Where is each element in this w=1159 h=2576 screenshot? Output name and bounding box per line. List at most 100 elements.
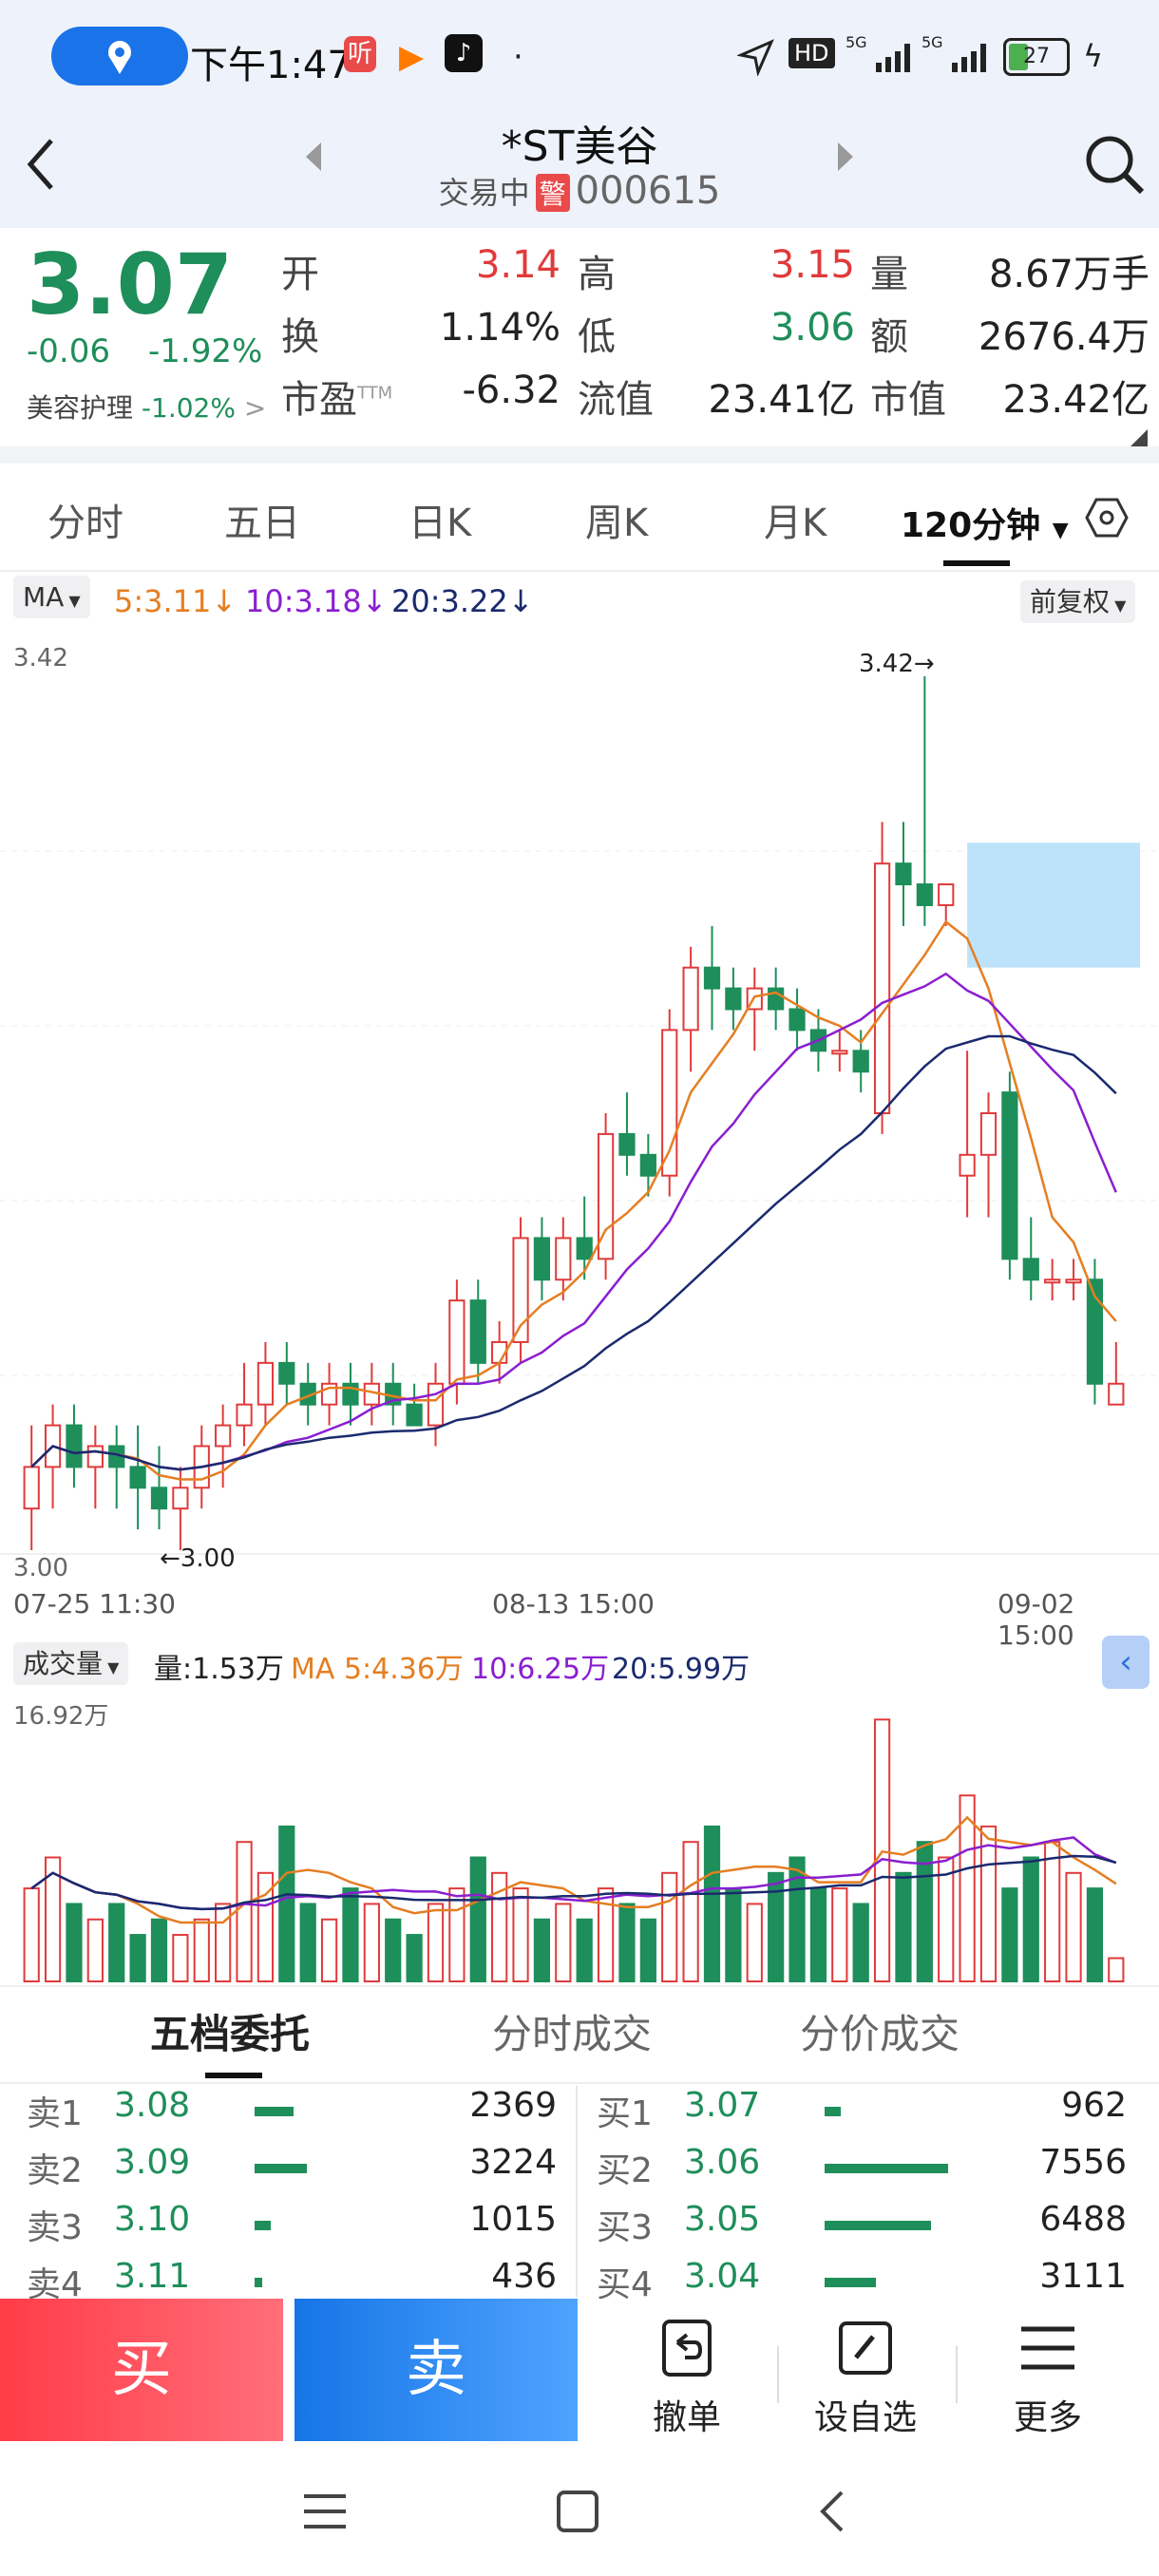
volume-bar: [1065, 1871, 1082, 1982]
ask-row[interactable]: 卖2 3.09 3224: [27, 2143, 578, 2200]
buy-button[interactable]: 买: [0, 2299, 283, 2441]
candle-body: [682, 966, 699, 1032]
candle-body: [916, 883, 933, 906]
candle-body: [427, 1382, 445, 1427]
volume-bar: [342, 1887, 359, 1982]
volume-bar: [448, 1887, 466, 1982]
trading-status: 交易中: [438, 175, 530, 211]
cancel-order-button[interactable]: 撤单: [616, 2318, 758, 2439]
battery-icon: 27: [1003, 38, 1070, 76]
date-label-end: 09-02 15:00: [998, 1588, 1075, 1651]
volume-bar: [725, 1887, 742, 1982]
float-cap-label: 流值: [578, 378, 654, 422]
price-change-pct: -1.92%: [148, 332, 263, 370]
expand-corner-icon[interactable]: [1130, 429, 1148, 450]
search-button[interactable]: [1081, 131, 1148, 201]
candle-body: [66, 1424, 83, 1468]
down-arrow-icon: ↓: [507, 583, 534, 619]
adjustment-select[interactable]: 前复权 ▼: [1020, 580, 1136, 623]
hexagon-settings-icon: [1085, 498, 1129, 538]
volume-bar: [1022, 1856, 1039, 1982]
volume-bar: [661, 1871, 678, 1982]
ask-row[interactable]: 卖3 3.10 1015: [27, 2200, 578, 2257]
tab-daily-k[interactable]: 日K: [408, 502, 472, 545]
level-label: 买4: [597, 2265, 653, 2304]
level-volume-bar: [825, 2107, 841, 2116]
system-back-button[interactable]: [813, 2489, 851, 2538]
tab-five-day[interactable]: 五日: [224, 502, 300, 545]
bid-row[interactable]: 买4 3.04 3111: [597, 2257, 1148, 2314]
turnover-value: 1.14%: [439, 306, 560, 350]
candle-body: [873, 862, 891, 1114]
status-time: 下午1:47: [190, 44, 352, 87]
ma5-value: 5:3.11↓: [114, 583, 238, 619]
vol-ma10: 10:6.25万: [471, 1653, 610, 1686]
collapse-panel-button[interactable]: ‹: [1102, 1636, 1150, 1689]
menu-lines-icon: [304, 2494, 346, 2529]
sector-link[interactable]: 美容护理 -1.02% >: [27, 388, 266, 426]
volume-bar: [86, 1918, 104, 1982]
level-volume: 7556: [1039, 2143, 1127, 2182]
volume-chart[interactable]: [0, 1691, 1159, 1985]
sell-button[interactable]: 卖: [294, 2299, 578, 2441]
tab-price-trades[interactable]: 分价成交: [800, 2011, 960, 2057]
cap-label: 市值: [870, 378, 946, 422]
candle-body: [215, 1424, 232, 1448]
bid-row[interactable]: 买2 3.06 7556: [597, 2143, 1148, 2200]
level-price: 3.06: [684, 2143, 761, 2182]
tab-120min[interactable]: 120分钟 ▼: [901, 506, 1069, 545]
trading-status-row: 交易中警 000615: [0, 169, 1159, 213]
high-value: 3.15: [770, 243, 855, 287]
candle-body: [236, 1403, 253, 1427]
section-gap: [0, 446, 1159, 464]
recent-apps-button[interactable]: [302, 2491, 348, 2536]
candle-body: [533, 1237, 551, 1281]
vol-ma20: 20:5.99万: [612, 1653, 750, 1686]
volume-bar: [639, 1918, 656, 1982]
volume-bar: [895, 1871, 912, 1982]
tab-intraday[interactable]: 分时: [48, 502, 124, 545]
vol-ma5-line: [30, 1815, 1117, 1924]
ma-indicator-select[interactable]: MA ▼: [13, 576, 90, 618]
volume-bar: [1001, 1887, 1018, 1982]
tab-monthly-k[interactable]: 月K: [764, 502, 827, 545]
candle-body: [278, 1361, 295, 1385]
volume-value: 8.67万手: [988, 253, 1150, 296]
active-tab-indicator: [943, 560, 1010, 566]
location-pill[interactable]: [51, 27, 188, 85]
volume-bar: [682, 1841, 699, 1982]
back-arrow-icon: [27, 139, 53, 190]
sector-name: 美容护理: [27, 392, 134, 424]
tab-tick-trades[interactable]: 分时成交: [492, 2011, 653, 2057]
volume-bar: [193, 1918, 210, 1982]
sector-pct: -1.02%: [141, 392, 236, 424]
ask-row[interactable]: 卖1 3.08 2369: [27, 2086, 578, 2143]
tab-five-level[interactable]: 五档委托: [150, 2011, 311, 2057]
ma5-line: [30, 919, 1117, 1481]
back-button[interactable]: [19, 131, 66, 201]
volume-bar: [768, 1871, 785, 1982]
more-button[interactable]: 更多: [977, 2318, 1119, 2439]
volume-bar: [618, 1903, 636, 1982]
bid-row[interactable]: 买1 3.07 962: [597, 2086, 1148, 2143]
location-pin-icon: [108, 41, 131, 74]
ask-row[interactable]: 卖4 3.11 436: [27, 2257, 578, 2314]
next-stock-button[interactable]: [834, 141, 857, 177]
volume-bar: [363, 1903, 380, 1982]
candle-body: [1065, 1279, 1082, 1284]
tab-weekly-k[interactable]: 周K: [585, 502, 649, 545]
dropdown-caret-icon: ▼: [103, 1658, 120, 1676]
menu-icon: [1021, 2326, 1074, 2370]
level-label: 买1: [597, 2094, 653, 2133]
bid-row[interactable]: 买3 3.05 6488: [597, 2200, 1148, 2257]
volume-indicator-select[interactable]: 成交量 ▼: [13, 1642, 129, 1685]
chart-settings-button[interactable]: [1085, 496, 1129, 543]
prev-stock-button[interactable]: [302, 141, 325, 177]
candlestick-chart[interactable]: [0, 638, 1159, 1588]
home-button[interactable]: [555, 2489, 600, 2538]
candle-body: [639, 1153, 656, 1177]
add-to-watchlist-button[interactable]: 设自选: [794, 2318, 937, 2439]
candle-body: [938, 883, 955, 906]
charging-icon: ϟ: [1083, 38, 1104, 74]
candle-body: [1001, 1091, 1018, 1260]
